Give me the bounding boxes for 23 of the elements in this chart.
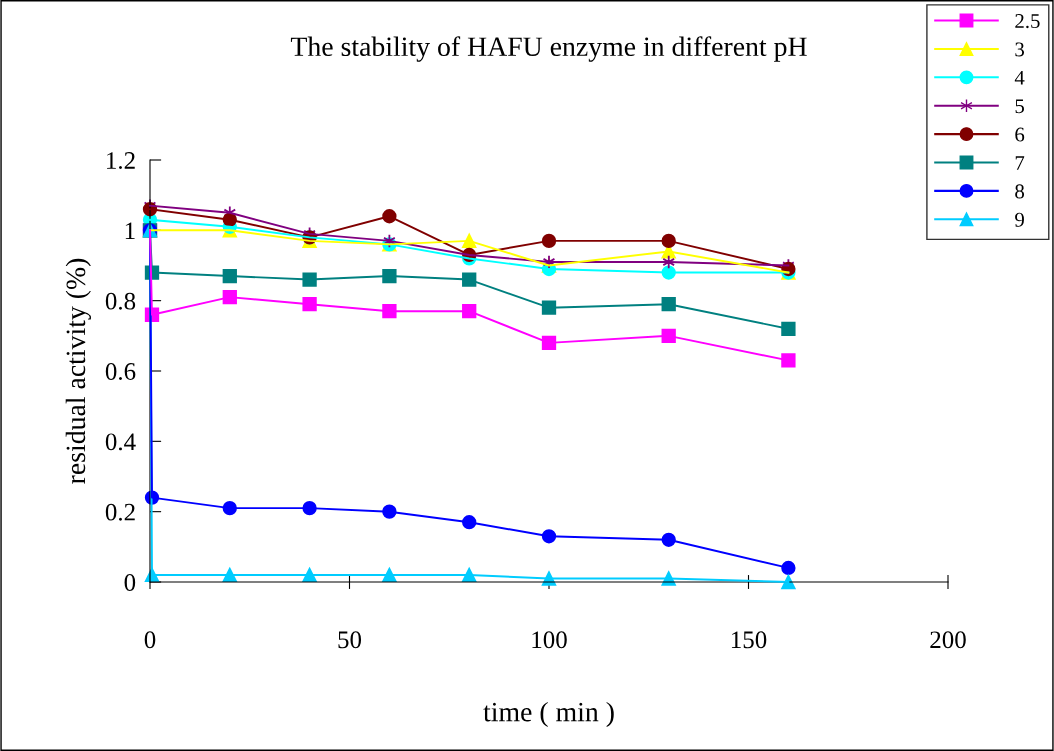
y-tick-label: 0.6 — [105, 363, 136, 381]
y-tick-label: 1.2 — [107, 152, 135, 170]
legend-label: 6 — [1015, 127, 1025, 142]
legend-label: 4 — [1014, 70, 1025, 85]
legend-label: 8 — [1015, 184, 1025, 199]
x-tick-label: 0 — [144, 631, 156, 649]
legend-label: 2.5 — [1015, 14, 1040, 29]
x-axis-title: time ( min ) — [483, 701, 614, 728]
x-tick-label: 200 — [930, 631, 966, 649]
y-tick-label: 0.2 — [105, 503, 135, 521]
y-tick-label: 0.8 — [105, 292, 136, 310]
y-axis-title: residual activity (%) — [65, 258, 91, 484]
x-tick-label: 100 — [532, 631, 567, 649]
legend-label: 7 — [1015, 156, 1025, 170]
y-tick-label: 0 — [124, 574, 136, 591]
y-tick-label: 0.4 — [105, 433, 136, 451]
x-tick-label: 50 — [338, 631, 362, 649]
y-tick-label: 1 — [125, 222, 135, 240]
legend-label: 9 — [1015, 212, 1024, 227]
chart-title: The stability of HAFU enzyme in different pH — [290, 36, 807, 62]
x-tick-label: 150 — [731, 631, 767, 649]
legend-label: 3 — [1015, 42, 1025, 57]
legend-label: 5 — [1015, 99, 1025, 114]
